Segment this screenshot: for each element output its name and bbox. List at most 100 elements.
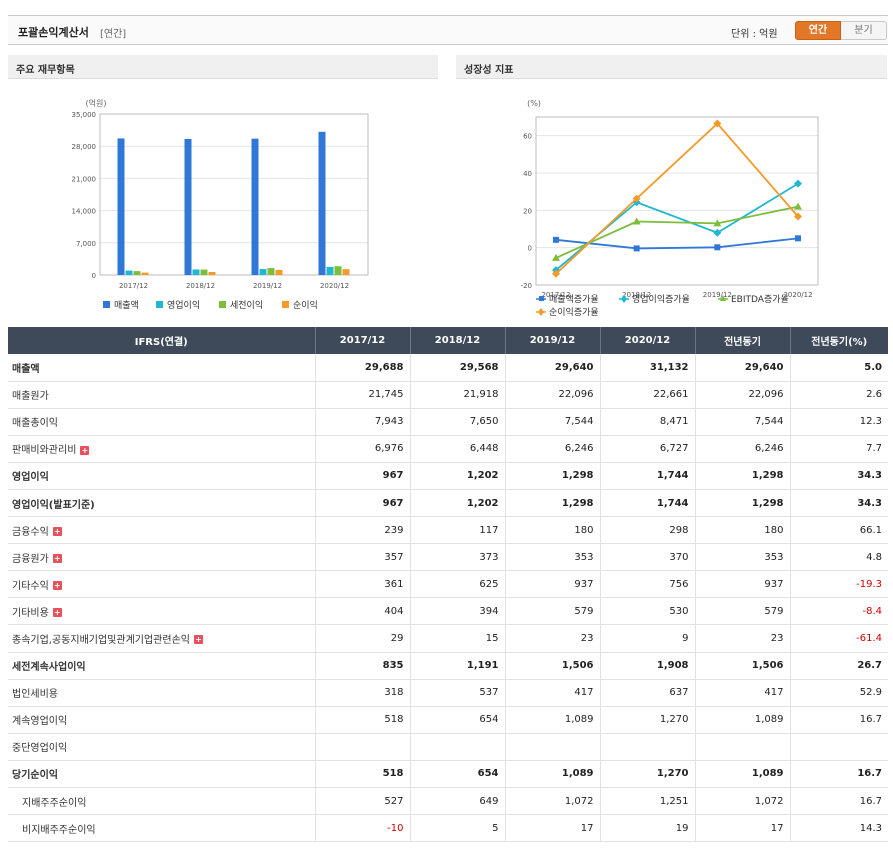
bar-영업이익 bbox=[259, 269, 267, 275]
table-cell: 361 bbox=[314, 570, 410, 599]
table-cell: 1,744 bbox=[599, 489, 695, 518]
table-cell: 16.7 bbox=[789, 759, 888, 789]
row-label: 금융원가 + bbox=[8, 543, 315, 572]
bar-순이익 bbox=[208, 271, 216, 275]
statement-header: 포괄손익계산서 [연간] 단위 : 억원 연간 분기 bbox=[8, 15, 888, 45]
table-cell: 4.8 bbox=[789, 543, 888, 572]
header-column: 2017/12 bbox=[314, 327, 410, 354]
row-label: 비지배주주순이익 bbox=[8, 814, 315, 843]
x-tick-label: 2019/12 bbox=[703, 291, 732, 299]
table-cell: 7,544 bbox=[694, 408, 790, 436]
table-row: 매출총이익 7,943 7,650 7,544 8,471 7,544 12.3 bbox=[8, 408, 888, 436]
header-column: 전년동기(%) bbox=[789, 327, 888, 354]
y-tick-label: 14,000 bbox=[72, 208, 97, 216]
legend-label: 세전이익 bbox=[230, 299, 263, 311]
major-items-title: 주요 재무항목 bbox=[8, 55, 438, 79]
legend-swatch bbox=[156, 301, 163, 308]
table-cell bbox=[504, 733, 600, 761]
table-cell: 239 bbox=[314, 516, 410, 545]
point-EBITDA증가율 bbox=[632, 217, 641, 225]
legend-marker bbox=[539, 296, 544, 301]
annual-button[interactable]: 연간 bbox=[795, 21, 841, 40]
growth-line-chart: (%) -20 0 20 40 60 2017/12 2018/12 2019/12 2020/1… bbox=[521, 99, 819, 318]
point-영업이익증가율 bbox=[794, 179, 802, 188]
x-tick-label: 2020/12 bbox=[783, 291, 812, 299]
point-EBITDA증가율 bbox=[552, 253, 560, 261]
row-label-text: 영업이익(발표기준) bbox=[12, 499, 95, 511]
table-cell: 7,943 bbox=[314, 408, 410, 436]
series-line-매출액증가율 bbox=[555, 237, 799, 250]
expand-icon[interactable]: + bbox=[52, 581, 62, 591]
table-cell: 967 bbox=[314, 461, 410, 490]
table-cell: 937 bbox=[504, 570, 600, 599]
table-cell: 1,506 bbox=[504, 651, 600, 680]
table-cell: 6,246 bbox=[504, 435, 600, 463]
table-cell: 1,298 bbox=[694, 489, 790, 518]
table-row: 비지배주주순이익 -10 5 17 19 17 14.3 bbox=[8, 814, 888, 843]
table-cell: 117 bbox=[409, 516, 505, 545]
row-label-text: 매출총이익 bbox=[12, 418, 58, 430]
table-cell: 625 bbox=[409, 570, 505, 599]
y-tick-label: 20 bbox=[523, 207, 532, 215]
row-label-text: 영업이익 bbox=[12, 472, 49, 484]
header-column: 2018/12 bbox=[409, 327, 505, 354]
table-cell: 1,908 bbox=[599, 651, 695, 680]
table-cell: 537 bbox=[409, 679, 505, 707]
legend-label: 매출액증가율 bbox=[549, 293, 599, 305]
legend-swatch bbox=[219, 301, 226, 308]
table-cell bbox=[599, 733, 695, 761]
table-cell: 23 bbox=[694, 624, 790, 653]
row-label-text: 기타수익 bbox=[12, 580, 49, 592]
table-cell: 16.7 bbox=[789, 787, 888, 816]
bar-순이익 bbox=[141, 272, 149, 275]
row-label-text: 매출원가 bbox=[12, 391, 49, 403]
table-cell: 357 bbox=[314, 543, 410, 572]
table-cell: 1,089 bbox=[694, 759, 790, 789]
table-cell: 6,246 bbox=[694, 435, 790, 463]
table-cell: 180 bbox=[504, 516, 600, 545]
row-label: 영업이익 bbox=[8, 461, 315, 490]
table-cell: 637 bbox=[599, 679, 695, 707]
table-cell: 527 bbox=[314, 787, 410, 816]
table-cell: 1,251 bbox=[599, 787, 695, 816]
table-row: 기타수익 +361 625 937 756 937 -19.3 bbox=[8, 570, 888, 599]
table-cell: 16.7 bbox=[789, 706, 888, 734]
expand-icon[interactable]: + bbox=[52, 608, 62, 618]
bar-세전이익 bbox=[267, 268, 275, 275]
table-row: 세전계속사업이익 835 1,191 1,506 1,908 1,506 26.7 bbox=[8, 651, 888, 680]
table-cell: 6,727 bbox=[599, 435, 695, 463]
table-cell: 835 bbox=[314, 651, 410, 680]
bar-매출액 bbox=[117, 138, 125, 275]
row-label-text: 판매비와관리비 bbox=[12, 445, 77, 457]
table-cell: 8,471 bbox=[599, 408, 695, 436]
table-cell: 518 bbox=[314, 706, 410, 734]
table-cell: 29 bbox=[314, 624, 410, 653]
expand-icon[interactable]: + bbox=[52, 554, 62, 564]
table-cell: 17 bbox=[694, 814, 790, 843]
row-label-text: 지배주주순이익 bbox=[22, 797, 87, 809]
bar-세전이익 bbox=[133, 271, 141, 275]
table-row: 매출액 29,688 29,568 29,640 31,132 29,640 5.0 bbox=[8, 354, 888, 382]
legend-marker bbox=[538, 308, 544, 316]
table-cell: 34.3 bbox=[789, 461, 888, 490]
table-cell bbox=[409, 733, 505, 761]
row-label: 판매비와관리비 + bbox=[8, 435, 315, 463]
row-label-text: 금융수익 bbox=[12, 526, 49, 538]
expand-icon[interactable]: + bbox=[80, 445, 90, 455]
table-cell: 31,132 bbox=[599, 354, 695, 382]
quarter-button[interactable]: 분기 bbox=[841, 21, 887, 40]
table-cell: 7.7 bbox=[789, 435, 888, 463]
table-cell: 21,918 bbox=[409, 381, 505, 409]
row-label-text: 당기순이익 bbox=[12, 770, 58, 782]
legend-swatch bbox=[282, 301, 289, 308]
table-cell: 6,976 bbox=[314, 435, 410, 463]
table-cell: 52.9 bbox=[789, 679, 888, 707]
table-cell: 1,191 bbox=[409, 651, 505, 680]
table-cell: 937 bbox=[694, 570, 790, 599]
row-label: 매출총이익 bbox=[8, 408, 315, 436]
table-cell: 373 bbox=[409, 543, 505, 572]
table-row: 판매비와관리비 +6,976 6,448 6,246 6,727 6,246 7.7 bbox=[8, 435, 888, 463]
bar-영업이익 bbox=[192, 269, 200, 275]
expand-icon[interactable]: + bbox=[193, 635, 203, 645]
expand-icon[interactable]: + bbox=[52, 527, 62, 537]
